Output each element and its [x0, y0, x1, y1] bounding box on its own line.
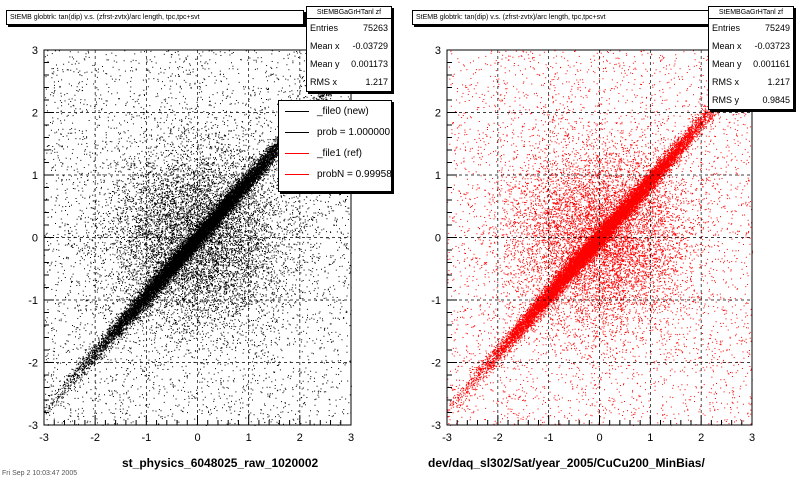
y-tick-label: -1 — [28, 295, 38, 307]
left-plot-title: StEMB globtrk: tan(dip) v.s. (zfrst-zvtx… — [6, 10, 304, 25]
scatter-points — [447, 50, 753, 426]
y-tick-label: -2 — [431, 358, 441, 370]
x-tick-label: 2 — [297, 432, 303, 444]
left-stats-row: RMS x 1.217 — [310, 77, 388, 87]
legend-entry: _file0 (new) — [279, 101, 391, 122]
y-tick-label: 3 — [435, 45, 441, 57]
left-legend: _file0 (new) prob = 1.000000 _file1 (ref… — [278, 100, 392, 192]
left-stats-row: Entries 75263 — [310, 23, 388, 33]
legend-entry: probN = 0.99958 — [279, 164, 391, 185]
x-tick-label: 0 — [194, 432, 200, 444]
left-x-axis-label: st_physics_6048025_raw_1020002 — [122, 456, 319, 470]
x-tick-label: 2 — [698, 432, 704, 444]
right-stats-box: StEMBGaGrHTanl zf Entries 75249 Mean x -0.… — [708, 6, 794, 110]
x-tick-label: 0 — [596, 432, 602, 444]
scatter-density — [447, 50, 753, 426]
y-tick-label: -3 — [28, 420, 38, 432]
x-tick-label: -2 — [493, 432, 503, 444]
right-stats-row: Mean x -0.03723 — [712, 41, 790, 51]
y-tick-label: 0 — [32, 233, 38, 245]
legend-entry: _file1 (ref) — [279, 143, 391, 164]
right-stats-row: Mean y 0.001161 — [712, 59, 790, 69]
x-tick-label: 1 — [647, 432, 653, 444]
y-tick-label: 1 — [435, 170, 441, 182]
y-tick-label: -1 — [431, 295, 441, 307]
y-tick-label: 3 — [32, 45, 38, 57]
right-stats-name: StEMBGaGrHTanl zf — [709, 7, 793, 19]
x-tick-label: -3 — [39, 432, 49, 444]
left-stats-row: Mean y 0.001173 — [310, 59, 388, 69]
right-stats-row: RMS x 1.217 — [712, 77, 790, 87]
x-tick-label: 1 — [246, 432, 252, 444]
x-tick-label: 3 — [749, 432, 755, 444]
grid — [44, 50, 351, 425]
scatter-density — [44, 50, 352, 426]
y-tick-label: 2 — [32, 108, 38, 120]
scatter-points — [44, 50, 352, 426]
legend-entry: prob = 1.000000 — [279, 122, 391, 143]
timestamp-footer: Fri Sep 2 10:03:47 2005 — [2, 470, 78, 477]
right-stats-row: Entries 75249 — [712, 23, 790, 33]
x-tick-label: -2 — [90, 432, 100, 444]
x-tick-label: 3 — [348, 432, 354, 444]
y-tick-label: -2 — [28, 358, 38, 370]
y-tick-label: 2 — [435, 108, 441, 120]
left-stats-row: Mean x -0.03729 — [310, 41, 388, 51]
left-stats-name: StEMBGaGrHTanl zf — [307, 7, 391, 19]
y-tick-label: 1 — [32, 170, 38, 182]
x-tick-label: -1 — [141, 432, 151, 444]
right-plot-title: StEMB globtrk: tan(dip) v.s. (zfrst-zvtx… — [412, 10, 710, 25]
x-tick-label: -3 — [442, 432, 452, 444]
left-stats-box: StEMBGaGrHTanl zf Entries 75263 Mean x -0.… — [306, 6, 392, 92]
y-tick-label: 0 — [435, 233, 441, 245]
grid — [447, 50, 752, 425]
axis-ticks — [446, 49, 753, 426]
y-tick-label: -3 — [431, 420, 441, 432]
x-tick-label: -1 — [544, 432, 554, 444]
right-stats-row: RMS y 0.9845 — [712, 95, 790, 105]
axis-ticks — [43, 49, 352, 426]
right-x-axis-label: dev/daq_sl302/Sat/year_2005/CuCu200_MinB… — [428, 456, 705, 470]
